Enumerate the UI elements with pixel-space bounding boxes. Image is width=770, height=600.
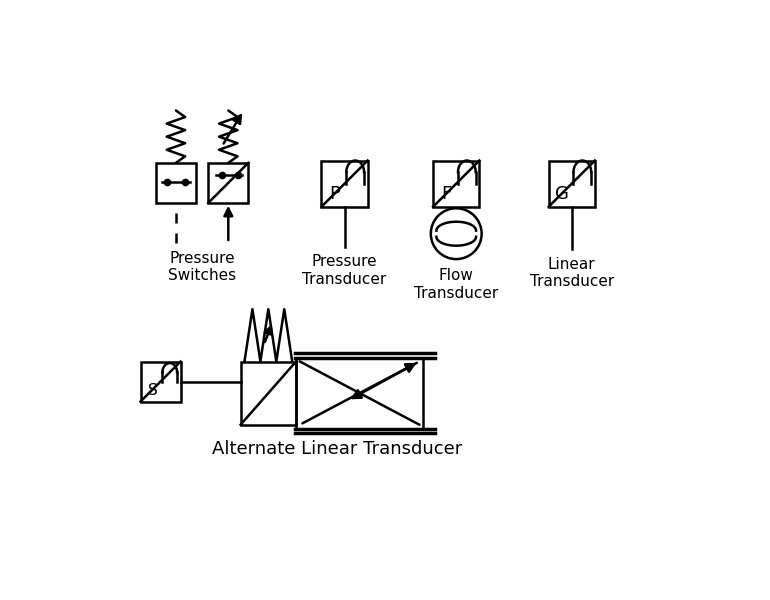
- Text: Pressure
Transducer: Pressure Transducer: [303, 254, 387, 287]
- Text: G: G: [554, 185, 569, 203]
- Text: Pressure
Switches: Pressure Switches: [168, 251, 236, 283]
- Bar: [156, 163, 196, 203]
- Bar: [548, 161, 594, 207]
- Bar: [140, 362, 180, 401]
- Bar: [433, 161, 479, 207]
- Bar: [321, 161, 367, 207]
- Text: S: S: [148, 383, 158, 398]
- Text: Alternate Linear Transducer: Alternate Linear Transducer: [212, 440, 462, 458]
- Bar: [240, 362, 296, 425]
- Bar: [208, 163, 248, 203]
- Text: Linear
Transducer: Linear Transducer: [530, 257, 614, 289]
- Text: F: F: [441, 185, 451, 203]
- Text: Flow
Transducer: Flow Transducer: [414, 268, 498, 301]
- Text: P: P: [329, 185, 340, 203]
